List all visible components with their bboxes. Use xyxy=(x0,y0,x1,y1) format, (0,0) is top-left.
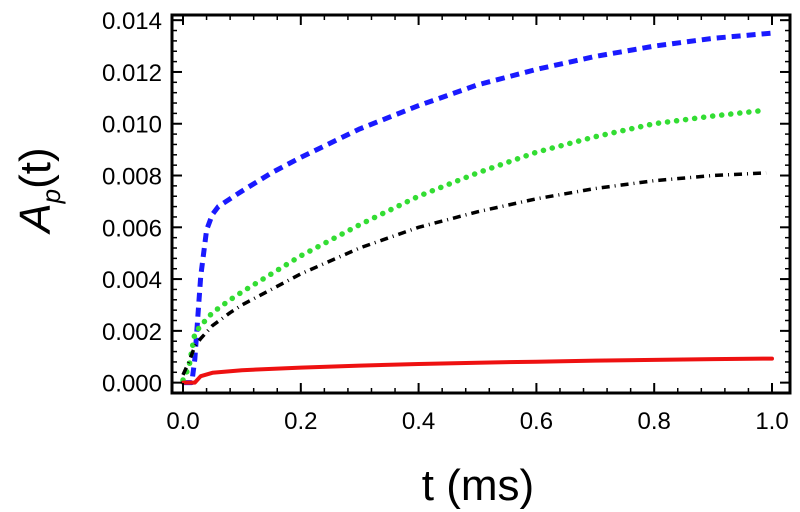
tick-labels-group: 0.0 0.2 0.4 0.6 0.8 1.0 0.000 0.002 0.004 0.006 0.… xyxy=(102,8,789,435)
x-axis-label: t (ms) xyxy=(422,461,534,510)
x-tick-label: 1.0 xyxy=(755,408,788,435)
x-tick-label: 0.6 xyxy=(520,408,553,435)
x-tick-label: 0.4 xyxy=(402,408,435,435)
y-tick-label: 0.012 xyxy=(102,60,162,87)
y-axis-label-sub: p xyxy=(36,189,66,204)
y-tick-label: 0.010 xyxy=(102,112,162,139)
y-axis-label-base: A xyxy=(11,203,60,235)
plot-area xyxy=(170,13,792,395)
y-axis-label: Ap(t) xyxy=(11,147,66,235)
y-tick-label: 0.004 xyxy=(102,267,162,294)
y-tick-label: 0.008 xyxy=(102,164,162,191)
x-tick-label: 0.8 xyxy=(638,408,671,435)
plot-frame xyxy=(170,13,792,395)
y-tick-label: 0.000 xyxy=(102,371,162,398)
x-tick-label: 0.2 xyxy=(284,408,317,435)
y-tick-label: 0.006 xyxy=(102,215,162,242)
series-line-solid xyxy=(181,356,774,385)
y-tick-label: 0.014 xyxy=(102,8,162,35)
y-tick-label: 0.002 xyxy=(102,319,162,346)
series-line-dashdot xyxy=(181,171,767,376)
series-group xyxy=(180,30,774,386)
ticks-group xyxy=(172,15,790,394)
series-line-dotted xyxy=(180,108,763,383)
series-line-dashed xyxy=(183,30,773,386)
y-axis-label-rest: (t) xyxy=(11,147,60,189)
x-tick-label: 0.0 xyxy=(166,408,199,435)
